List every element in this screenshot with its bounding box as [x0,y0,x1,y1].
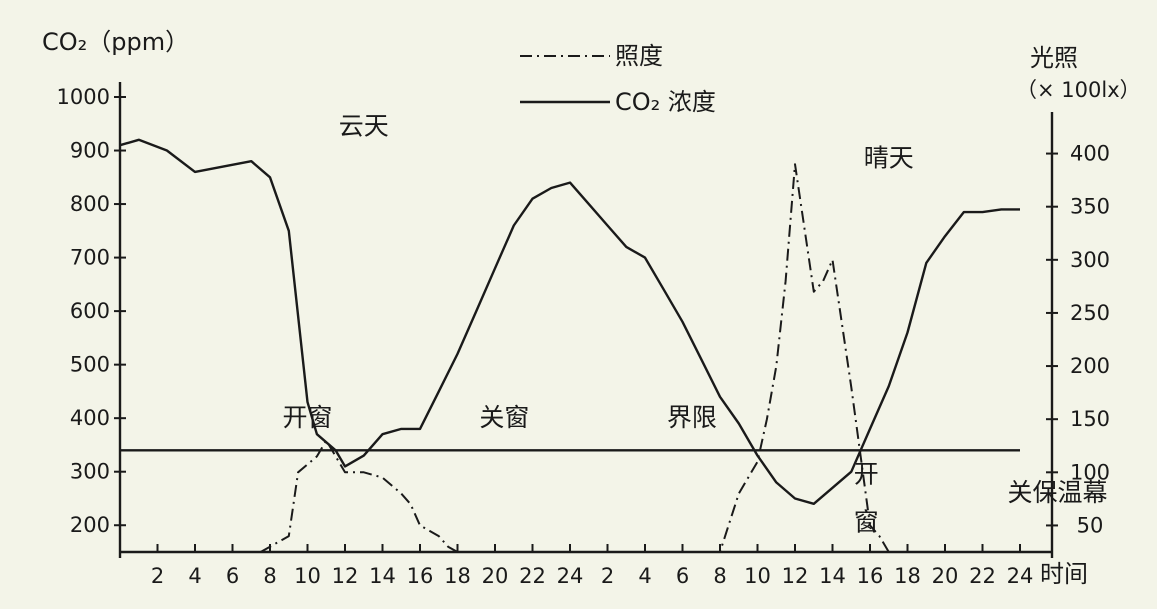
x-tick-label-15: 6 [676,564,689,588]
y-tick-label-300: 300 [70,460,110,484]
x-tick-label-1: 2 [151,564,164,588]
y2-tick-label-100: 100 [1070,460,1110,484]
y-tick-label-400: 400 [70,406,110,430]
x-tick-label-19: 14 [819,564,846,588]
series-layer [119,138,1020,553]
x-tick-label-23: 22 [969,564,996,588]
y-tick-label-200: 200 [70,513,110,537]
y2-tick-label-150: 150 [1070,407,1110,431]
x-axis-label: 时间 [1040,560,1088,588]
x-tick-label-13: 2 [601,564,614,588]
y-tick-label-900: 900 [70,139,110,163]
x-tick-label-8: 16 [407,564,434,588]
annotation-3: 关窗 [479,403,529,432]
y-tick-label-500: 500 [70,353,110,377]
annotation-0: 云天 [339,111,389,140]
x-tick-label-14: 4 [638,564,651,588]
y2-axis-label-line2: （× 100lx） [1016,78,1141,102]
x-tick-label-2: 4 [188,564,201,588]
y2-tick-label-350: 350 [1070,195,1110,219]
annotation-5: 开 [854,459,879,488]
y-tick-label-600: 600 [70,299,110,323]
y-tick-label-700: 700 [70,246,110,270]
x-tick-label-16: 8 [713,564,726,588]
annotation-7: 关保温幕 [1007,478,1107,507]
x-tick-label-6: 12 [332,564,359,588]
x-tick-label-3: 6 [226,564,239,588]
y2-tick-label-300: 300 [1070,248,1110,272]
annotation-2: 开窗 [282,403,332,432]
legend-co2-label: CO₂ 浓度 [615,88,716,116]
x-tick-label-22: 20 [932,564,959,588]
x-tick-label-7: 14 [369,564,396,588]
annotation-6: 窗 [854,508,879,537]
y2-tick-label-50: 50 [1077,513,1104,537]
legend: 照度 CO₂ 浓度 [520,42,716,116]
axes: 200 300 400 500 600 700 800 900 1000 50 100 150 200 2… [57,82,1110,588]
y2-tick-label-200: 200 [1070,354,1110,378]
series-line-0 [119,138,1020,505]
y2-axis-label-line1: 光照 [1030,44,1078,72]
x-tick-label-17: 10 [744,564,771,588]
legend-illuminance-label: 照度 [615,42,663,70]
x-tick-label-4: 8 [263,564,276,588]
series-line-1 [260,163,890,553]
x-tick-label-9: 18 [444,564,471,588]
annotation-1: 晴天 [864,144,914,173]
y-tick-label-800: 800 [70,192,110,216]
y2-tick-label-250: 250 [1070,301,1110,325]
x-tick-label-12: 24 [557,564,584,588]
x-tick-label-20: 16 [857,564,884,588]
x-tick-label-5: 10 [294,564,321,588]
y2-tick-label-400: 400 [1070,142,1110,166]
x-tick-label-18: 12 [782,564,809,588]
x-tick-label-11: 22 [519,564,546,588]
x-tick-label-21: 18 [894,564,921,588]
annotation-4: 界限 [667,403,717,432]
y-tick-label-1000: 1000 [57,85,110,109]
y-axis-label: CO₂（ppm） [42,28,189,56]
x-tick-label-24: 24 [1007,564,1034,588]
x-tick-label-10: 20 [482,564,509,588]
